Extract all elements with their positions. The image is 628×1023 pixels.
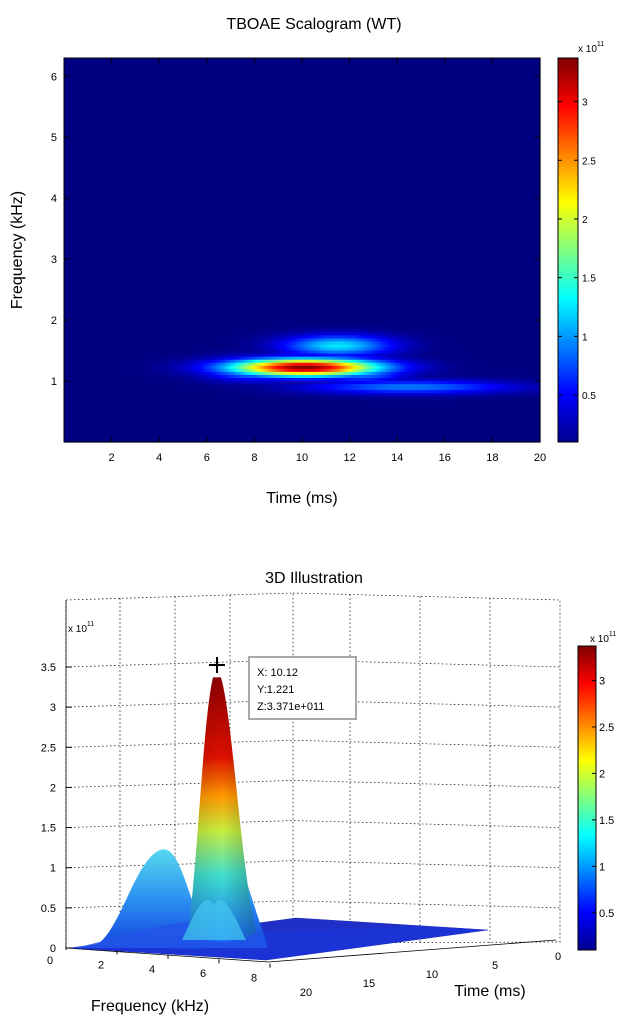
scalogram-plot-area <box>64 58 541 443</box>
